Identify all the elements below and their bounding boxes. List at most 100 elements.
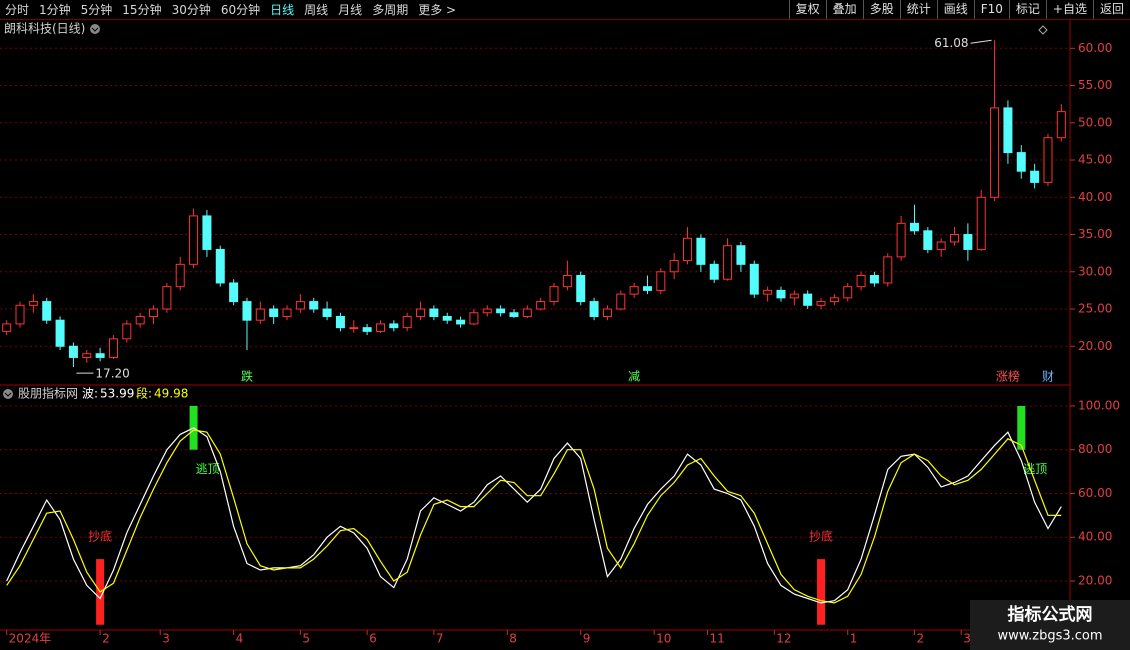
annotation-label: 61.08 bbox=[934, 36, 968, 50]
candle-body bbox=[976, 196, 986, 250]
candle-body bbox=[536, 301, 546, 310]
tool-button[interactable]: 返回 bbox=[1092, 0, 1130, 19]
period-tab[interactable]: 月线 bbox=[338, 3, 363, 17]
candle-body bbox=[375, 323, 385, 332]
tool-button[interactable]: +自选 bbox=[1045, 0, 1093, 19]
candle-body bbox=[335, 315, 345, 329]
period-tabs: 分时 1分钟 5分钟 15分钟 30分钟 60分钟 日线 周线 月线 多周期 更多 > bbox=[0, 0, 461, 19]
candle-body bbox=[215, 248, 225, 284]
legend-name: 段: bbox=[136, 386, 152, 401]
diamond-icon[interactable] bbox=[1038, 25, 1048, 35]
candle-body bbox=[175, 263, 185, 288]
period-tab[interactable]: 更多 > bbox=[418, 3, 457, 17]
legend-value: 49.98 bbox=[154, 387, 188, 401]
x-tick-label: 1 bbox=[850, 632, 858, 646]
tool-button[interactable]: 标记 bbox=[1008, 0, 1046, 19]
period-tab[interactable]: 30分钟 bbox=[171, 3, 211, 17]
candle-body bbox=[549, 286, 559, 303]
tool-button[interactable]: 画线 bbox=[936, 0, 974, 19]
watermark-title: 指标公式网 bbox=[1008, 604, 1093, 625]
x-tick-label: 6 bbox=[369, 632, 377, 646]
event-marker: 减 bbox=[628, 370, 640, 384]
x-tick-label: 11 bbox=[710, 632, 725, 646]
candle-body bbox=[1030, 170, 1040, 183]
annotation-arrow bbox=[970, 39, 992, 44]
y-tick-label: 30.00 bbox=[1078, 264, 1112, 278]
tool-button[interactable]: 叠加 bbox=[825, 0, 863, 19]
candle-body bbox=[1016, 152, 1026, 172]
candle-body bbox=[869, 275, 879, 284]
candle-body bbox=[763, 289, 773, 295]
period-tab[interactable]: 15分钟 bbox=[122, 3, 162, 17]
candle-body bbox=[15, 304, 25, 325]
candle-body bbox=[2, 323, 12, 332]
candle-body bbox=[803, 293, 813, 306]
x-tick-label: 12 bbox=[776, 632, 791, 646]
indicator-line bbox=[6, 429, 1062, 604]
candle-body bbox=[616, 293, 626, 310]
period-tab[interactable]: 多周期 bbox=[372, 3, 409, 17]
candle-body bbox=[68, 345, 78, 358]
tool-button[interactable]: F10 bbox=[973, 0, 1009, 19]
menu-icon[interactable] bbox=[3, 389, 13, 399]
candle-body bbox=[135, 315, 145, 325]
y-tick-label: 20.00 bbox=[1078, 339, 1112, 353]
candle-body bbox=[829, 297, 839, 303]
legend-value: 53.99 bbox=[100, 387, 134, 401]
indicator-line bbox=[6, 427, 1062, 604]
y-tick-label: 45.00 bbox=[1078, 153, 1112, 167]
candle-body bbox=[95, 353, 105, 358]
period-tab[interactable]: 周线 bbox=[304, 3, 329, 17]
y-tick-label: 50.00 bbox=[1078, 115, 1112, 129]
period-tab[interactable]: 日线 bbox=[270, 3, 295, 17]
x-tick-label: 8 bbox=[509, 632, 517, 646]
candle-body bbox=[749, 263, 759, 295]
y-tick-label: 25.00 bbox=[1078, 302, 1112, 316]
x-tick-label: 2 bbox=[916, 632, 924, 646]
candle-body bbox=[82, 353, 92, 358]
candle-body bbox=[696, 237, 706, 265]
candle-body bbox=[990, 107, 1000, 198]
candle-body bbox=[55, 319, 65, 347]
candle-body bbox=[723, 245, 733, 280]
candle-body bbox=[456, 319, 466, 325]
x-tick-label: 9 bbox=[583, 632, 591, 646]
y-tick-label: 60.00 bbox=[1078, 486, 1112, 500]
candle-body bbox=[776, 289, 786, 299]
x-tick-label: 7 bbox=[436, 632, 444, 646]
candle-body bbox=[602, 308, 612, 317]
period-tab[interactable]: 分时 bbox=[5, 3, 30, 17]
toolbar: 分时 1分钟 5分钟 15分钟 30分钟 60分钟 日线 周线 月线 多周期 更多 > 复权 叠加 多股… bbox=[0, 0, 1130, 20]
candle-body bbox=[416, 308, 426, 317]
candle-body bbox=[816, 301, 826, 306]
indicator-title: 股朋指标网 bbox=[18, 386, 78, 401]
period-tab[interactable]: 60分钟 bbox=[220, 3, 261, 17]
candle-body bbox=[950, 234, 960, 243]
candle-body bbox=[269, 308, 279, 317]
candle-body bbox=[442, 315, 452, 321]
candle-body bbox=[669, 260, 679, 273]
x-tick-label: 10 bbox=[656, 632, 671, 646]
candle-body bbox=[469, 312, 479, 325]
tool-buttons: 复权 叠加 多股 统计 画线 F10 标记 +自选 返回 bbox=[788, 0, 1130, 19]
candle-body bbox=[963, 234, 973, 250]
tool-button[interactable]: 统计 bbox=[899, 0, 937, 19]
tool-button[interactable]: 复权 bbox=[788, 0, 826, 19]
candle-body bbox=[295, 301, 305, 310]
y-tick-label: 100.00 bbox=[1078, 398, 1120, 412]
period-tab[interactable]: 1分钟 bbox=[39, 3, 71, 17]
menu-icon[interactable] bbox=[90, 24, 100, 34]
period-tab[interactable]: 5分钟 bbox=[80, 3, 113, 17]
y-tick-label: 60.00 bbox=[1078, 41, 1112, 55]
candle-body bbox=[789, 293, 799, 299]
candle-body bbox=[709, 263, 719, 280]
candle-body bbox=[1056, 111, 1066, 139]
candle-body bbox=[349, 327, 359, 330]
candle-body bbox=[482, 308, 492, 314]
candle-body bbox=[202, 215, 212, 250]
y-tick-label: 20.00 bbox=[1078, 573, 1112, 587]
y-tick-label: 55.00 bbox=[1078, 78, 1112, 92]
tool-button[interactable]: 多股 bbox=[862, 0, 900, 19]
